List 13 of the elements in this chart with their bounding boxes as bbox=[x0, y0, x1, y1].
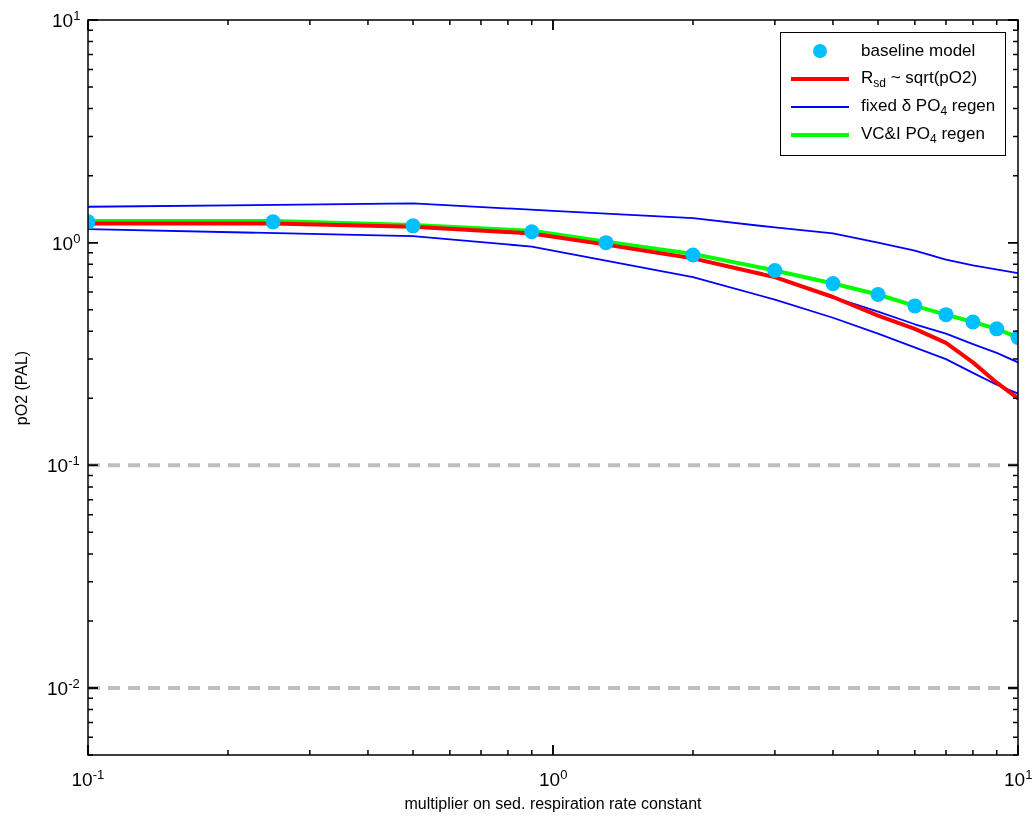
legend-label: VC&I PO$_{4}$ regen bbox=[861, 123, 985, 147]
x-tick-label: 10$^{1}$ bbox=[1004, 767, 1032, 792]
x-axis-title: multiplier on sed. respiration rate constant bbox=[404, 795, 702, 813]
legend-label: baseline model bbox=[861, 41, 976, 61]
y-tick-label: 10$^{0}$ bbox=[52, 230, 81, 255]
x-tick-label: 10$^{0}$ bbox=[539, 767, 568, 792]
x-tick-label: 10$^{-1}$ bbox=[71, 767, 105, 792]
y-axis-title: pO2 (PAL) bbox=[13, 350, 32, 425]
y-tick-label: 10$^{1}$ bbox=[52, 8, 81, 33]
y-tick-label: 10$^{-1}$ bbox=[47, 453, 80, 478]
y-tick-label: 10$^{-2}$ bbox=[47, 675, 80, 701]
legend-label: fixed δ PO$_{4}$ regen bbox=[861, 95, 996, 119]
legend-label: R$_{sd}$ ~ sqrt(pO2) bbox=[861, 67, 978, 91]
